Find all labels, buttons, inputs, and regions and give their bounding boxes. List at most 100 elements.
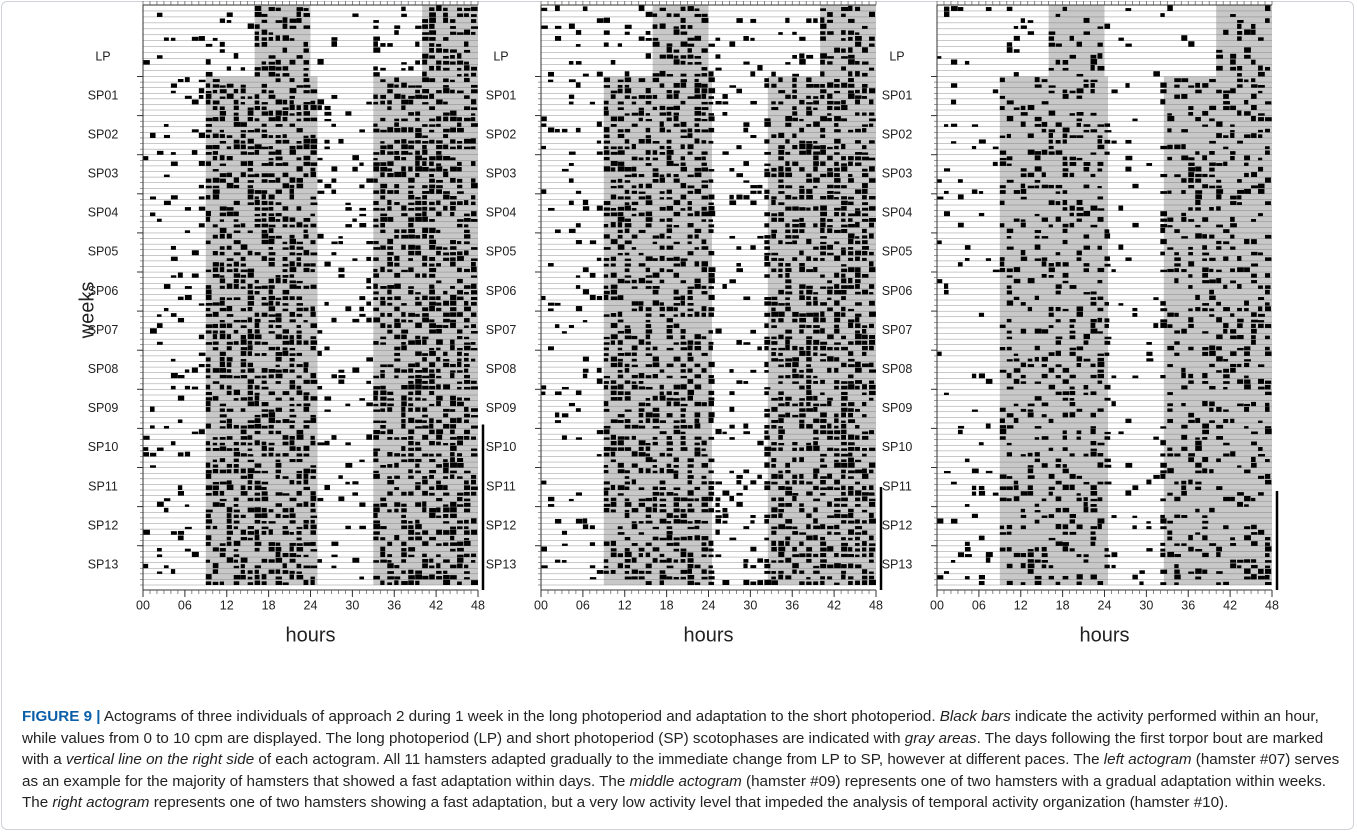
activity-bar [401,406,406,412]
activity-bar [771,341,778,345]
activity-bar [827,367,832,373]
activity-bar [771,325,777,328]
activity-bar [673,303,681,306]
activity-bar [848,201,854,206]
activity-bar [694,535,701,541]
activity-bar [778,508,784,513]
activity-bar [820,418,827,423]
activity-bar [596,71,603,77]
activity-bar [841,469,846,474]
activity-bar [268,529,273,535]
activity-bar [617,43,623,47]
activity-bar [345,481,350,485]
activity-bar [617,440,624,446]
activity-bar [296,296,303,301]
activity-bar [324,396,332,401]
activity-bar [387,582,392,585]
activity-bar [848,285,855,289]
activity-bar [1090,54,1097,59]
activity-bar [764,361,769,368]
activity-bar [380,229,386,233]
activity-bar [708,250,715,256]
activity-bar [254,24,260,29]
activity-bar [219,85,226,88]
activity-bar [708,202,714,206]
activity-bar [422,313,429,317]
activity-bar [254,580,261,585]
activity-bar [394,565,400,569]
activity-bar [1090,83,1095,88]
activity-bar [219,227,227,233]
activity-bar [701,83,708,88]
activity-bar [862,435,869,440]
activity-bar [254,574,260,580]
activity-bar [820,453,827,457]
activity-bar [701,542,707,546]
activity-bar [401,341,406,345]
activity-bar [799,250,804,256]
activity-bar [1216,240,1222,245]
activity-bar [212,334,218,340]
activity-bar [1097,208,1105,211]
activity-bar [1055,122,1062,127]
activity-bar [701,569,707,574]
activity-bar [631,381,637,384]
activity-bar [589,272,596,278]
activity-bar [212,464,219,468]
activity-bar [568,151,576,155]
activity-bar [806,442,812,446]
activity-bar [296,206,302,211]
activity-bar [806,173,812,178]
activity-bar [359,129,365,133]
activity-bar [338,496,345,502]
activity-bar [701,368,707,373]
activity-bar [436,434,443,440]
activity-bar [638,380,644,384]
activity-bar [617,133,625,138]
activity-bar [1237,23,1242,29]
activity-bar [666,328,673,334]
activity-bar [296,222,303,228]
activity-bar [373,158,378,161]
activity-bar [303,41,308,47]
activity-bar [338,375,346,379]
activity-bar [233,284,239,289]
activity-bar [457,401,464,407]
activity-bar [401,385,408,390]
activity-bar [666,463,672,468]
activity-bar [226,448,233,451]
activity-bar [247,110,254,116]
activity-bar [373,524,381,530]
activity-bar [708,211,716,217]
activity-bar [666,149,674,155]
activity-bar [457,251,463,256]
activity-bar [771,311,779,317]
activity-bar [254,149,260,155]
activity-bar [1083,263,1090,267]
activity-bar [631,156,638,161]
activity-bar [1188,184,1195,189]
activity-bar [303,554,309,558]
activity-bar [240,557,248,563]
activity-bar [198,352,206,356]
activity-bar [778,318,784,323]
activity-bar [603,452,610,457]
activity-bar [764,139,770,144]
activity-bar [1034,84,1042,88]
activity-bar [820,274,825,278]
activity-bar [394,453,401,457]
activity-bar [575,127,581,133]
activity-bar [289,408,295,412]
activity-bar [848,381,854,384]
activity-bar [862,553,867,558]
activity-bar [687,37,695,41]
activity-bar [247,194,254,200]
activity-bar [1020,183,1026,189]
activity-bar [436,529,442,535]
activity-bar [687,395,693,401]
activity-bar [233,424,239,429]
activity-bar [771,107,779,111]
activity-bar [806,339,812,345]
activity-bar [862,453,867,457]
activity-bar [848,358,855,362]
